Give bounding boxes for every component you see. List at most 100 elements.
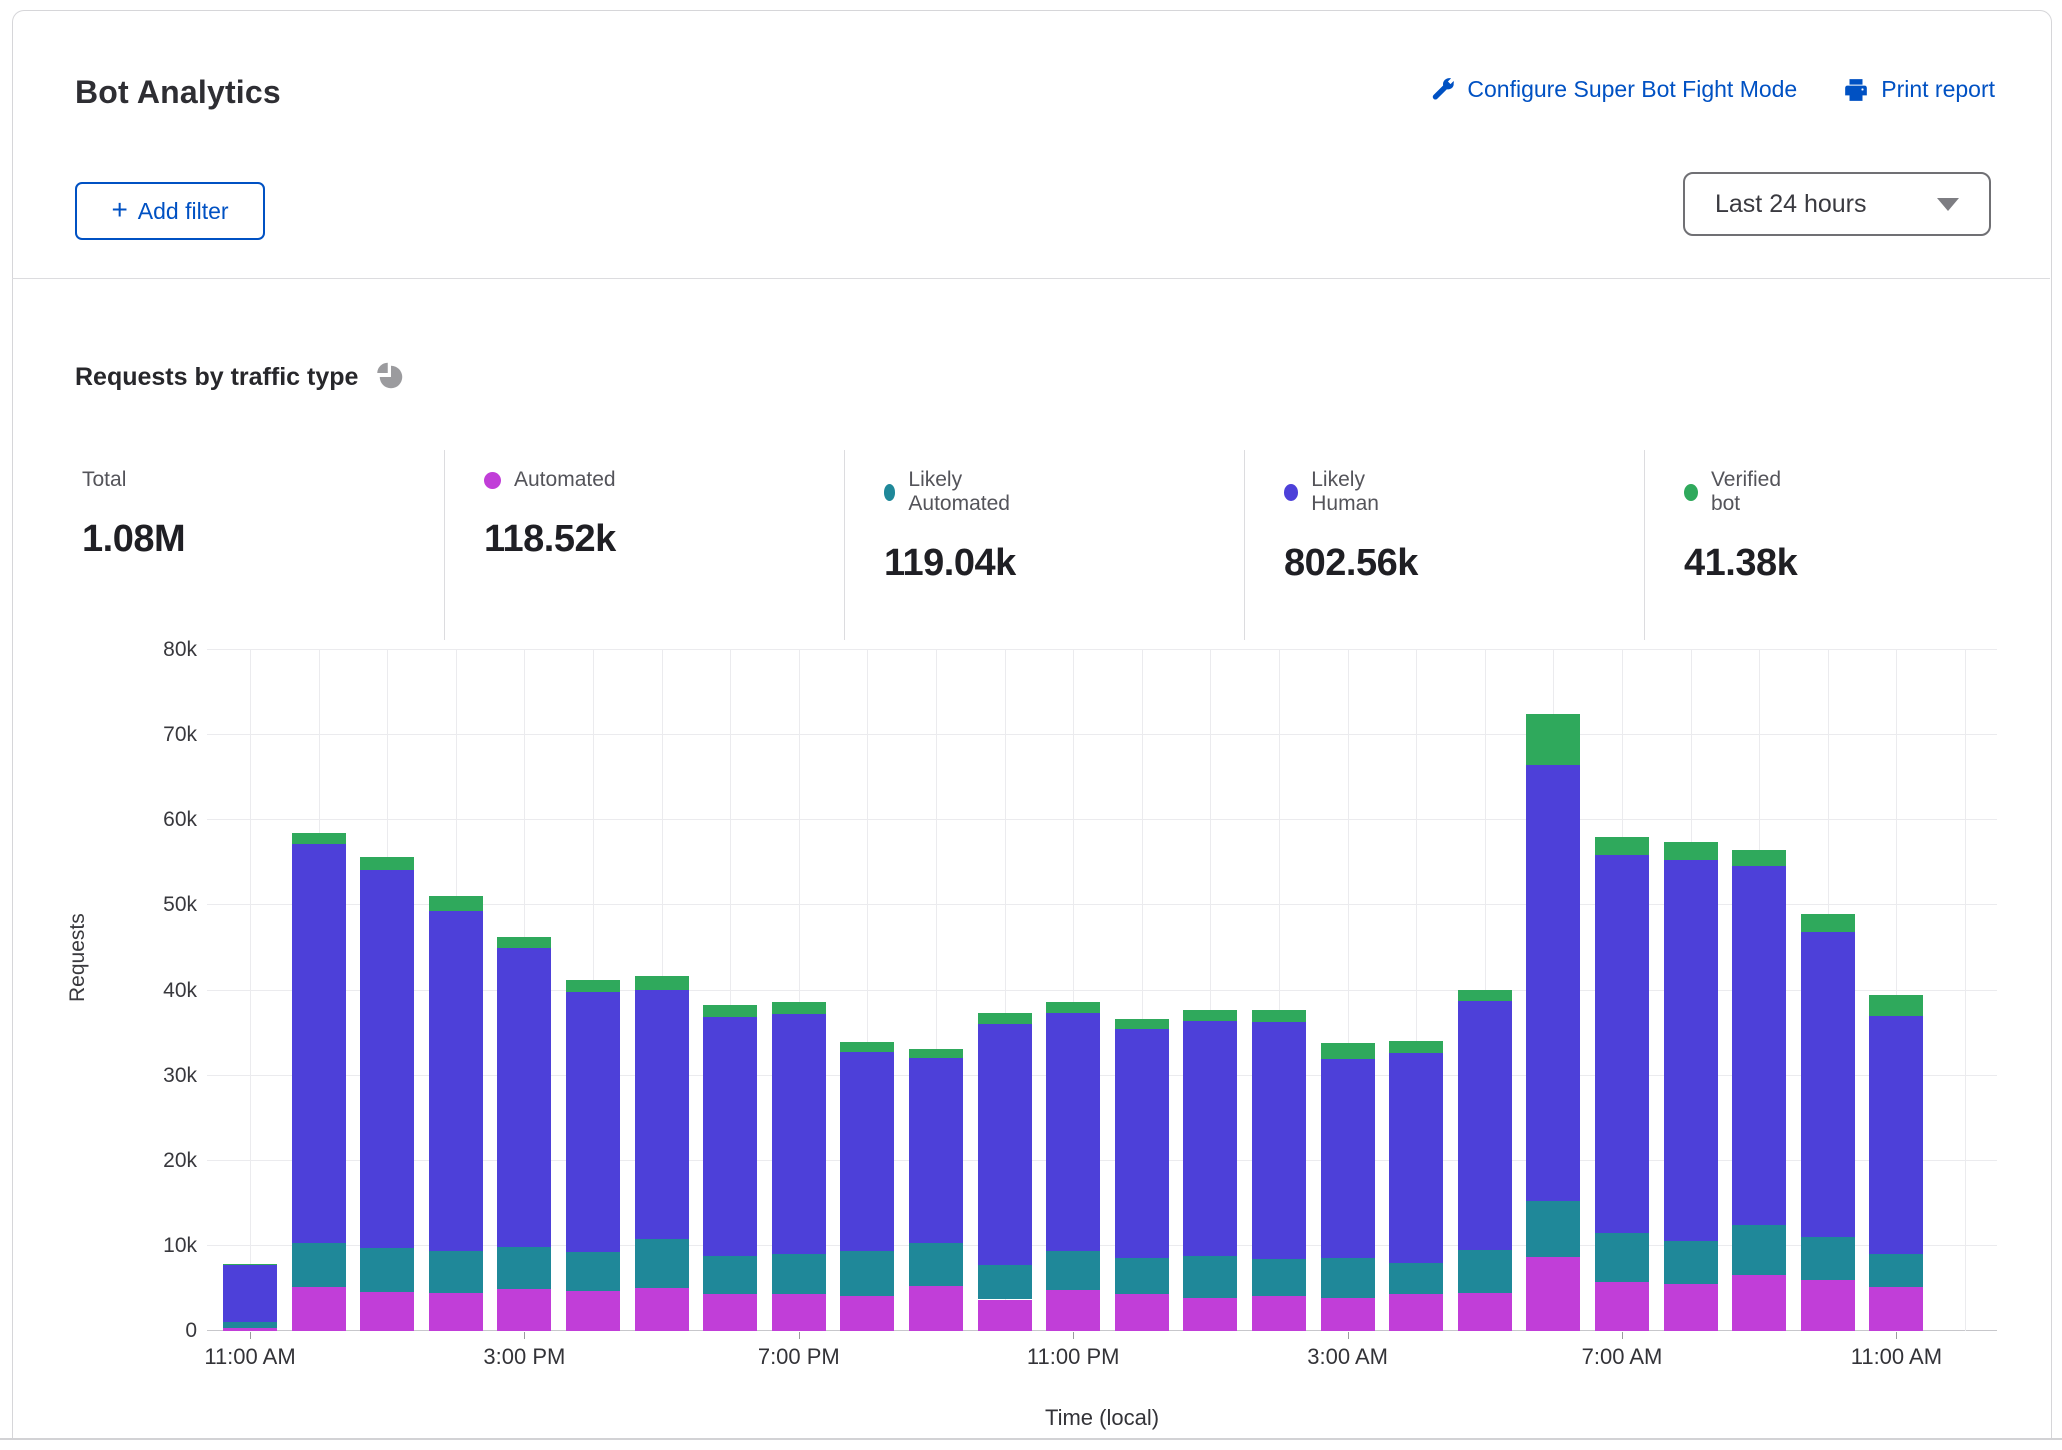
bar-segment-verified-bot[interactable] (977, 1013, 1032, 1024)
bar-segment-automated[interactable] (1389, 1294, 1444, 1331)
add-filter-button[interactable]: + Add filter (75, 182, 265, 240)
bar-segment-likely-human[interactable] (223, 1265, 277, 1323)
bar-segment-likely-human[interactable] (1800, 931, 1855, 1238)
bar-segment-likely-automated[interactable] (497, 1246, 552, 1290)
bar-segment-likely-human[interactable] (771, 1014, 826, 1255)
configure-super-bot-fight-mode-link[interactable]: Configure Super Bot Fight Mode (1430, 76, 1797, 103)
bar-segment-likely-human[interactable] (1389, 1053, 1444, 1263)
bar-segment-automated[interactable] (223, 1327, 277, 1331)
bar-segment-likely-automated[interactable] (223, 1322, 277, 1328)
bar-segment-likely-human[interactable] (977, 1023, 1032, 1265)
bar-segment-automated[interactable] (703, 1294, 758, 1331)
bar-segment-automated[interactable] (1663, 1284, 1718, 1331)
bar-segment-likely-automated[interactable] (634, 1239, 689, 1289)
bar-segment-likely-automated[interactable] (1114, 1257, 1169, 1295)
bar-segment-likely-automated[interactable] (840, 1250, 895, 1297)
bar-segment-likely-human[interactable] (1320, 1059, 1375, 1258)
bar-segment-likely-human[interactable] (1595, 855, 1649, 1234)
bar-segment-verified-bot[interactable] (1252, 1010, 1306, 1022)
bar-segment-likely-human[interactable] (497, 947, 552, 1247)
bar-segment-automated[interactable] (840, 1296, 895, 1331)
bar-segment-likely-human[interactable] (291, 844, 346, 1244)
bar-segment-verified-bot[interactable] (1457, 989, 1512, 1001)
bar-segment-likely-automated[interactable] (1389, 1262, 1444, 1295)
bar-segment-likely-human[interactable] (566, 992, 620, 1252)
bar-segment-likely-human[interactable] (1732, 866, 1787, 1226)
bar-segment-likely-automated[interactable] (977, 1264, 1032, 1300)
bar-segment-verified-bot[interactable] (1183, 1010, 1238, 1022)
bar-segment-verified-bot[interactable] (1663, 842, 1718, 861)
bar-segment-likely-automated[interactable] (1526, 1200, 1581, 1257)
bar-segment-verified-bot[interactable] (497, 936, 552, 948)
bar-segment-verified-bot[interactable] (634, 976, 689, 990)
bar-segment-automated[interactable] (566, 1291, 620, 1331)
bar-segment-verified-bot[interactable] (1320, 1043, 1375, 1060)
bar-segment-verified-bot[interactable] (1800, 913, 1855, 932)
bar-segment-automated[interactable] (1800, 1279, 1855, 1331)
bar-segment-verified-bot[interactable] (840, 1041, 895, 1052)
bar-segment-verified-bot[interactable] (566, 980, 620, 993)
bar-segment-automated[interactable] (1869, 1286, 1924, 1331)
bar-segment-automated[interactable] (497, 1289, 552, 1331)
bar-segment-automated[interactable] (909, 1285, 963, 1331)
stat-verified-bot[interactable]: Verified bot 41.38k (1684, 468, 1798, 585)
stat-likely-human[interactable]: Likely Human 802.56k (1284, 468, 1418, 585)
bar-segment-automated[interactable] (1252, 1296, 1306, 1331)
bar-segment-likely-human[interactable] (1114, 1028, 1169, 1258)
stat-total[interactable]: Total 1.08M (82, 468, 186, 561)
bar-segment-likely-human[interactable] (1869, 1016, 1924, 1255)
bar-segment-automated[interactable] (771, 1293, 826, 1331)
bar-segment-likely-human[interactable] (703, 1016, 758, 1257)
bar-segment-verified-bot[interactable] (1046, 1002, 1101, 1013)
bar-segment-likely-automated[interactable] (1046, 1250, 1101, 1291)
bar-segment-likely-automated[interactable] (1595, 1233, 1649, 1282)
bar-segment-likely-automated[interactable] (1732, 1225, 1787, 1275)
bar-segment-automated[interactable] (1183, 1297, 1238, 1331)
bar-segment-likely-human[interactable] (1252, 1021, 1306, 1259)
bar-segment-likely-automated[interactable] (1800, 1237, 1855, 1280)
bar-segment-likely-automated[interactable] (566, 1251, 620, 1292)
bar-segment-likely-automated[interactable] (1457, 1250, 1512, 1293)
bar-segment-likely-automated[interactable] (909, 1243, 963, 1286)
bar-segment-verified-bot[interactable] (1389, 1040, 1444, 1054)
bar-segment-automated[interactable] (977, 1299, 1032, 1331)
bar-segment-likely-human[interactable] (428, 911, 483, 1251)
time-range-dropdown[interactable]: Last 24 hours (1683, 172, 1991, 236)
bar-segment-verified-bot[interactable] (703, 1004, 758, 1017)
bar-segment-automated[interactable] (1046, 1290, 1101, 1331)
bar-segment-likely-human[interactable] (1183, 1021, 1238, 1257)
bar-segment-automated[interactable] (428, 1292, 483, 1331)
bar-segment-likely-automated[interactable] (291, 1243, 346, 1287)
bar-segment-automated[interactable] (1457, 1292, 1512, 1331)
bar-segment-likely-human[interactable] (1457, 1000, 1512, 1251)
bar-segment-likely-human[interactable] (1526, 764, 1581, 1201)
bar-segment-likely-automated[interactable] (1869, 1254, 1924, 1287)
bar-segment-likely-automated[interactable] (771, 1254, 826, 1294)
bar-segment-automated[interactable] (291, 1286, 346, 1331)
bar-segment-likely-human[interactable] (634, 989, 689, 1240)
bar-segment-automated[interactable] (1526, 1256, 1581, 1331)
bar-segment-verified-bot[interactable] (291, 833, 346, 845)
bar-segment-automated[interactable] (1732, 1274, 1787, 1331)
stat-automated[interactable]: Automated 118.52k (484, 468, 616, 561)
bar-segment-likely-human[interactable] (360, 870, 415, 1248)
bar-segment-likely-automated[interactable] (703, 1256, 758, 1295)
bar-segment-likely-human[interactable] (1046, 1012, 1101, 1251)
bar-segment-automated[interactable] (1114, 1294, 1169, 1331)
bar-segment-verified-bot[interactable] (223, 1263, 277, 1266)
bar-segment-verified-bot[interactable] (1595, 837, 1649, 856)
bar-segment-likely-automated[interactable] (1252, 1258, 1306, 1297)
bar-segment-automated[interactable] (1595, 1281, 1649, 1331)
bar-segment-likely-automated[interactable] (428, 1250, 483, 1293)
bar-segment-automated[interactable] (360, 1291, 415, 1331)
bar-segment-likely-human[interactable] (840, 1051, 895, 1251)
bar-segment-verified-bot[interactable] (428, 896, 483, 912)
bar-segment-verified-bot[interactable] (1732, 850, 1787, 867)
bar-segment-verified-bot[interactable] (1526, 713, 1581, 765)
stat-likely-automated[interactable]: Likely Automated 119.04k (884, 468, 1016, 585)
bar-segment-likely-automated[interactable] (1183, 1256, 1238, 1298)
bar-segment-automated[interactable] (1320, 1297, 1375, 1331)
bar-segment-verified-bot[interactable] (1114, 1018, 1169, 1029)
bar-segment-likely-human[interactable] (909, 1057, 963, 1244)
bar-segment-verified-bot[interactable] (360, 856, 415, 871)
